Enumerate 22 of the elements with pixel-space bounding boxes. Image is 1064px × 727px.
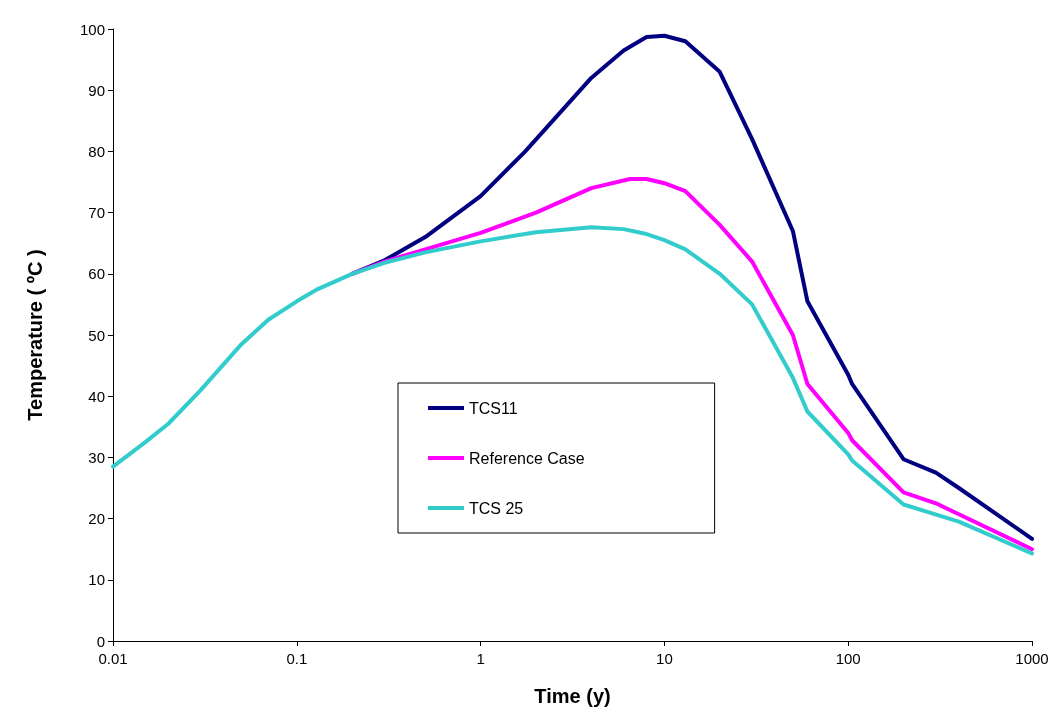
legend-label: Reference Case: [469, 449, 585, 467]
legend-label: TCS11: [469, 399, 518, 417]
y-tick-label: 100: [79, 20, 105, 38]
x-axis-title: Time (y): [534, 685, 611, 707]
y-tick-label: 50: [88, 326, 105, 344]
x-tick-label: 0.01: [98, 650, 128, 667]
x-tick-label: 100: [835, 650, 861, 667]
x-tick-label: 10: [656, 650, 673, 667]
x-tick-label: 0.1: [286, 650, 308, 667]
y-axis-title: Temperature ( ºC ): [24, 249, 46, 421]
y-tick-label: 30: [88, 448, 105, 466]
legend-label: TCS 25: [469, 499, 524, 517]
y-tick-label: 40: [88, 387, 105, 405]
y-tick-label: 10: [88, 571, 105, 589]
y-tick-label: 20: [88, 510, 105, 528]
x-tick-label: 1000: [1015, 650, 1049, 667]
y-tick-label: 70: [88, 204, 105, 222]
y-tick-label: 0: [96, 632, 105, 650]
y-tick-label: 80: [88, 142, 105, 160]
y-tick-label: 60: [88, 265, 105, 283]
y-tick-label: 90: [88, 81, 105, 99]
x-tick-label: 1: [476, 650, 485, 667]
